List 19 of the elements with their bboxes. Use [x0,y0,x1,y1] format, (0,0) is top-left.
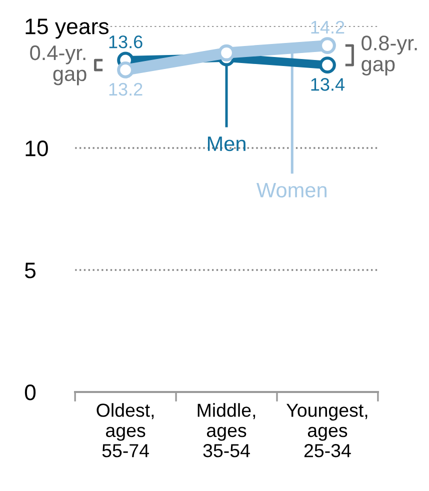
data-label: 13.6 [109,35,142,48]
text: Women [256,182,326,198]
y-tick-label: 5 [24,262,36,278]
point [218,44,235,62]
text: Men [208,136,246,152]
annotation: 0.8-yr. gap [362,36,417,76]
data-label: 13.2 [109,82,142,96]
y-tick-label: 15 years [26,18,108,39]
point [117,61,134,78]
x-tick-label: Oldest, ages 55-74 [96,403,154,458]
x-tick-label: Youngest, ages 25-34 [286,404,368,458]
annotation: 0.4-yr. gap [30,45,86,86]
data-label: 14.2 [311,20,344,34]
y-tick-label: 0 [24,384,36,400]
point [318,56,336,74]
y-tick-label: 10 [26,140,48,156]
point [318,37,336,54]
x-tick-label: Middle, ages 35-54 [198,403,256,458]
data-label: 13.4 [311,78,345,91]
